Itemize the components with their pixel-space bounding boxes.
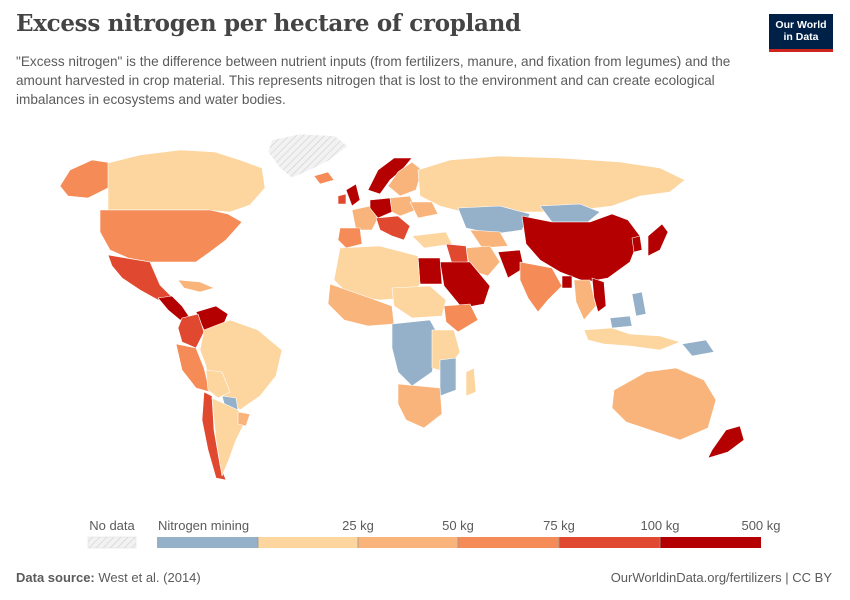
region-peru[interactable]	[175, 343, 211, 393]
legend-bin-label-5: 500 kg	[741, 518, 780, 533]
region-central-asia[interactable]	[469, 229, 509, 249]
region-australia[interactable]	[611, 367, 717, 441]
region-papua[interactable]	[681, 339, 715, 357]
legend-swatch-25-50	[358, 537, 458, 548]
footer-url[interactable]: OurWorldinData.org/fertilizers | CC BY	[610, 570, 832, 585]
region-iceland[interactable]	[313, 171, 335, 185]
region-ethiopia[interactable]	[443, 303, 479, 333]
region-sahel[interactable]	[391, 285, 447, 319]
data-source-value[interactable]: West et al. (2014)	[98, 570, 201, 585]
logo-line-1: Our World	[775, 19, 827, 31]
region-greenland[interactable]	[267, 133, 349, 179]
region-central-america[interactable]	[157, 295, 191, 321]
region-usa[interactable]	[99, 209, 243, 263]
region-central-africa[interactable]	[391, 319, 441, 387]
chart-subtitle: "Excess nitrogen" is the difference betw…	[16, 54, 731, 107]
region-new-zealand[interactable]	[707, 425, 745, 459]
data-source: Data source: West et al. (2014)	[16, 570, 201, 585]
legend-no-data-swatch	[87, 536, 137, 549]
region-norway[interactable]	[367, 157, 413, 195]
region-malaysia[interactable]	[609, 315, 633, 329]
region-turkey[interactable]	[411, 231, 453, 249]
region-philippines[interactable]	[631, 291, 647, 317]
region-uk[interactable]	[345, 183, 361, 207]
region-korea[interactable]	[631, 235, 643, 253]
region-mexico[interactable]	[107, 254, 173, 301]
legend-bin-label-0: Nitrogen mining	[158, 518, 249, 533]
region-kazakhstan[interactable]	[457, 205, 531, 235]
legend-swatch-mining	[157, 537, 258, 548]
region-vietnam[interactable]	[591, 277, 607, 313]
map-legend: No data Nitrogen mining 25 kg 50 kg 75 k…	[87, 518, 781, 549]
legend-bin-label-4: 100 kg	[640, 518, 679, 533]
region-bolivia[interactable]	[205, 369, 231, 399]
data-source-label: Data source:	[16, 570, 95, 585]
legend-bin-label-3: 75 kg	[543, 518, 575, 533]
legend-bin-label-1: 25 kg	[342, 518, 374, 533]
region-ireland[interactable]	[337, 193, 347, 205]
logo-accent-bar	[769, 49, 833, 52]
region-france[interactable]	[351, 205, 379, 231]
region-madagascar[interactable]	[465, 367, 477, 397]
legend-swatch-75-100	[559, 537, 660, 548]
region-iberia[interactable]	[337, 227, 363, 249]
region-mozambique[interactable]	[439, 357, 457, 397]
region-west-africa[interactable]	[327, 283, 395, 327]
region-benelux-germany[interactable]	[369, 197, 393, 219]
region-caribbean[interactable]	[177, 279, 215, 293]
region-egypt[interactable]	[417, 257, 443, 285]
logo-line-2: in Data	[783, 31, 819, 43]
legend-bin-label-2: 50 kg	[442, 518, 474, 533]
legend-swatch-50-75	[458, 537, 559, 548]
region-poland-etc[interactable]	[389, 195, 417, 217]
chart-title: Excess nitrogen per hectare of cropland	[16, 10, 521, 37]
region-indonesia[interactable]	[583, 327, 681, 351]
owid-logo[interactable]: Our World in Data	[769, 14, 833, 52]
region-southern-africa[interactable]	[397, 383, 443, 429]
region-myanmar-thailand[interactable]	[573, 279, 597, 321]
region-italy-balkans[interactable]	[375, 215, 411, 241]
region-bangladesh[interactable]	[561, 275, 573, 289]
region-uruguay[interactable]	[237, 411, 251, 427]
region-argentina[interactable]	[211, 397, 247, 477]
region-china[interactable]	[521, 213, 641, 283]
region-canada[interactable]	[107, 149, 266, 213]
region-ukraine[interactable]	[409, 201, 439, 219]
region-alaska[interactable]	[59, 159, 113, 199]
legend-swatch-0-25	[258, 537, 358, 548]
region-india[interactable]	[519, 261, 563, 313]
region-iraq-syria[interactable]	[445, 243, 469, 265]
region-saudi-arabia[interactable]	[439, 261, 491, 309]
legend-swatch-100-500	[660, 537, 761, 548]
world-map[interactable]	[0, 120, 850, 510]
region-japan[interactable]	[647, 223, 669, 257]
legend-no-data-label: No data	[89, 518, 135, 533]
region-mongolia[interactable]	[539, 203, 601, 223]
